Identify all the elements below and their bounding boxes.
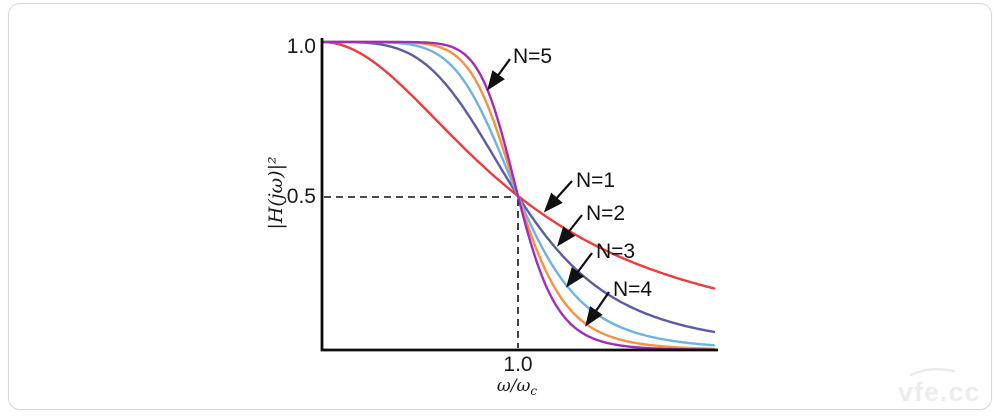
y-tick-0.5: 0.5 xyxy=(286,185,316,208)
x-axis-title: ω/ωc xyxy=(477,376,557,398)
label-curve-n3: N=3 xyxy=(596,240,636,263)
curve-group xyxy=(320,40,716,351)
curve-n5 xyxy=(320,40,716,351)
y-axis-title: |H(jω)|² xyxy=(265,156,287,230)
axes xyxy=(320,38,718,352)
annotation-arrow-n5 xyxy=(487,58,511,91)
annotation-arrow-n2 xyxy=(556,214,583,247)
annotation-arrow-n1 xyxy=(543,180,573,213)
label-curve-n5: N=5 xyxy=(513,45,553,68)
x-tick-1.0: 1.0 xyxy=(503,353,533,376)
annotation-arrow-n3 xyxy=(566,252,593,288)
label-curve-n1: N=1 xyxy=(576,169,616,192)
y-tick-1.0: 1.0 xyxy=(286,35,316,58)
label-curve-n4: N=4 xyxy=(613,278,653,301)
annotation-arrow-group xyxy=(487,58,610,327)
watermark-text: vfe.cc xyxy=(898,377,981,407)
label-curve-n2: N=2 xyxy=(586,202,626,225)
x-axis-title-main: ω/ω xyxy=(496,376,531,396)
watermark-swoosh-icon xyxy=(909,367,956,377)
x-axis-title-sub: c xyxy=(530,384,538,398)
annotation-arrow-n4 xyxy=(585,291,610,327)
